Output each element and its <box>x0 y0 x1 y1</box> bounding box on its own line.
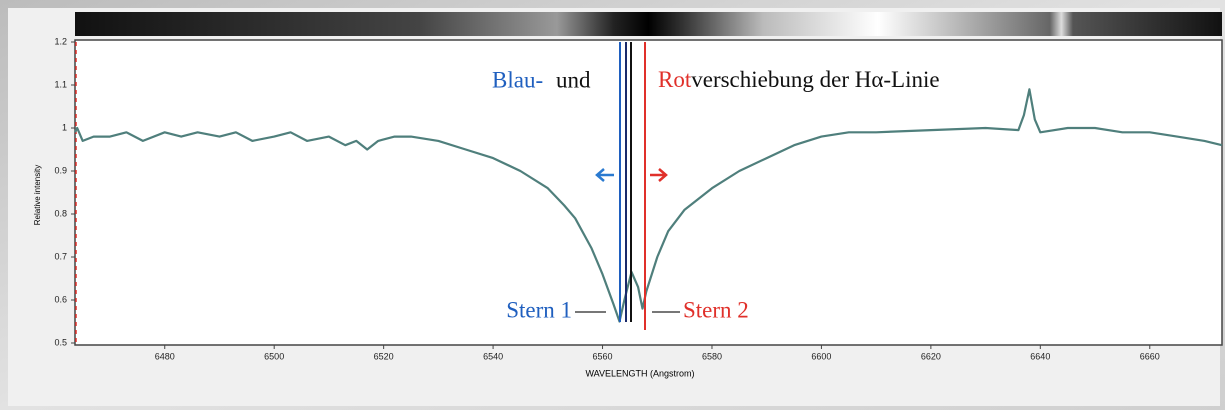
x-tick-label: 6560 <box>593 351 613 361</box>
plot-area <box>75 40 1222 345</box>
y-tick-label: 0.8 <box>54 208 67 218</box>
y-tick-label: 1 <box>62 122 67 132</box>
chart: 0.5 0.6 0.7 0.8 0.9 1 1.1 1.2 6480 6500 6520 6540 65… <box>0 0 1225 410</box>
x-tick-label: 6600 <box>811 351 831 361</box>
annotation: Stern 1 <box>506 297 572 322</box>
annotation: Stern 2 <box>683 297 749 322</box>
y-tick-label: 1.1 <box>54 79 67 89</box>
y-tick-label: 1.2 <box>54 36 67 46</box>
annotation: Rotverschiebung der Hα-Linie <box>658 67 940 92</box>
y-tick-label: 0.7 <box>54 251 67 261</box>
x-tick-label: 6620 <box>921 351 941 361</box>
x-tick-label: 6520 <box>374 351 394 361</box>
x-tick-label: 6540 <box>483 351 503 361</box>
annotation: verschiebung der Hα-Linie <box>691 67 939 92</box>
x-tick-label: 6640 <box>1030 351 1050 361</box>
x-tick-label: 6660 <box>1140 351 1160 361</box>
x-tick-label: 6480 <box>155 351 175 361</box>
y-tick-label: 0.6 <box>54 294 67 304</box>
x-tick-label: 6580 <box>702 351 722 361</box>
annotation: und <box>556 67 591 92</box>
annotation: Blau- <box>492 67 543 92</box>
x-axis-label: WAVELENGTH (Angstrom) <box>585 368 694 378</box>
annotation: Rot <box>658 67 692 92</box>
y-tick-label: 0.9 <box>54 165 67 175</box>
x-tick-label: 6500 <box>264 351 284 361</box>
y-tick-label: 0.5 <box>54 337 67 347</box>
spectrum-strip <box>75 12 1222 36</box>
y-axis-label: Relative intensity <box>33 165 42 225</box>
